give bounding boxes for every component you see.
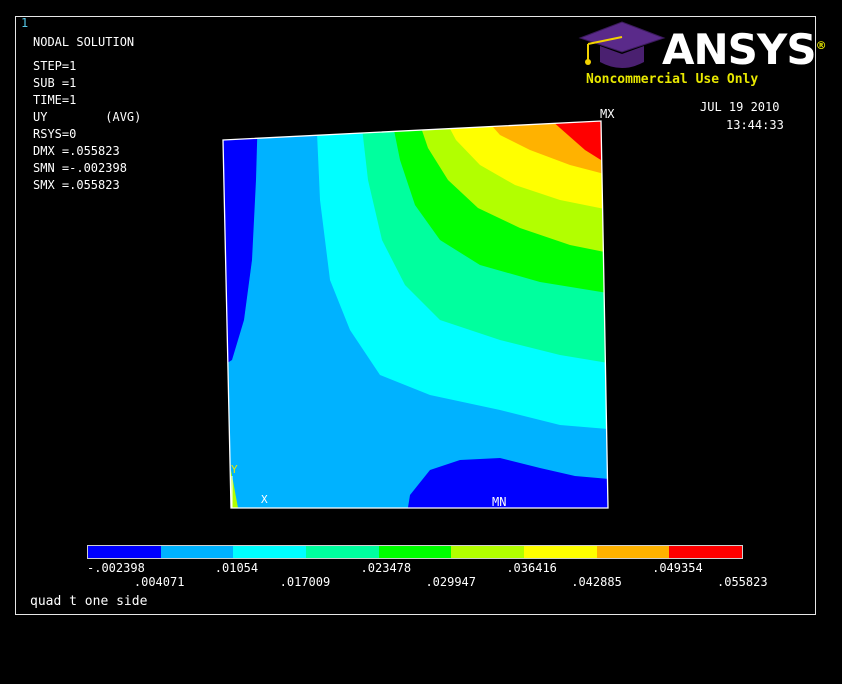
legend-cell-1 [160,546,234,558]
time-label: 13:44:33 [726,118,784,132]
legend-cell-7 [596,546,670,558]
legend-cell-4 [378,546,452,558]
graduation-cap-icon [578,21,666,68]
info-time: TIME=1 [33,93,77,107]
band-8 [540,121,608,172]
logo-registered: ® [815,39,827,52]
legend-label-bottom-2: .023478 [360,561,412,575]
band-0-bottom [406,458,608,508]
contour-legend-bar [87,545,743,559]
legend-label-bottom-4: .049354 [652,561,703,575]
info-dmx: DMX =.055823 [33,144,120,158]
legend-cell-6 [524,546,597,558]
legend-label-bottom-0: -.002398 [87,561,145,575]
info-step: STEP=1 [33,59,77,73]
legend-cell-5 [451,546,525,558]
info-title: NODAL SOLUTION [33,35,135,49]
window-number: 1 [21,16,29,30]
graphics-window-frame [15,16,816,615]
legend-label-bottom-1: .01054 [214,561,259,575]
plate-outline [222,120,609,509]
legend-label-top-3: .042885 [571,575,622,589]
info-sub: SUB =1 [33,76,77,90]
legend-label-top-4: .055823 [717,575,768,589]
axis-y-label: Y [231,463,238,476]
legend-cell-2 [233,546,307,558]
legend-cell-8 [669,546,743,558]
legend-label-top-2: .029947 [425,575,477,589]
corner-spot [231,470,238,508]
noncommercial-label: Noncommercial Use Only [586,72,759,87]
plot-caption: quad t one side [30,594,148,609]
band-0-left [223,121,258,380]
legend-cell-3 [306,546,379,558]
axis-x-label: X [261,493,268,506]
max-marker: MX [600,107,615,121]
date-label: JUL 19 2010 [700,100,780,114]
info-smx: SMX =.055823 [33,178,120,192]
ansys-logo: ANSYS® [662,25,827,74]
info-uy: UY (AVG) [33,110,142,124]
logo-brand: ANSYS [662,25,817,74]
legend-label-top-0: .004071 [133,575,185,589]
info-rsys: RSYS=0 [33,127,77,141]
legend-label-top-1: .017009 [279,575,331,589]
legend-label-bottom-3: .036416 [506,561,557,575]
min-marker: MN [492,495,507,509]
legend-cell-0 [88,546,161,558]
info-smn: SMN =-.002398 [33,161,127,175]
